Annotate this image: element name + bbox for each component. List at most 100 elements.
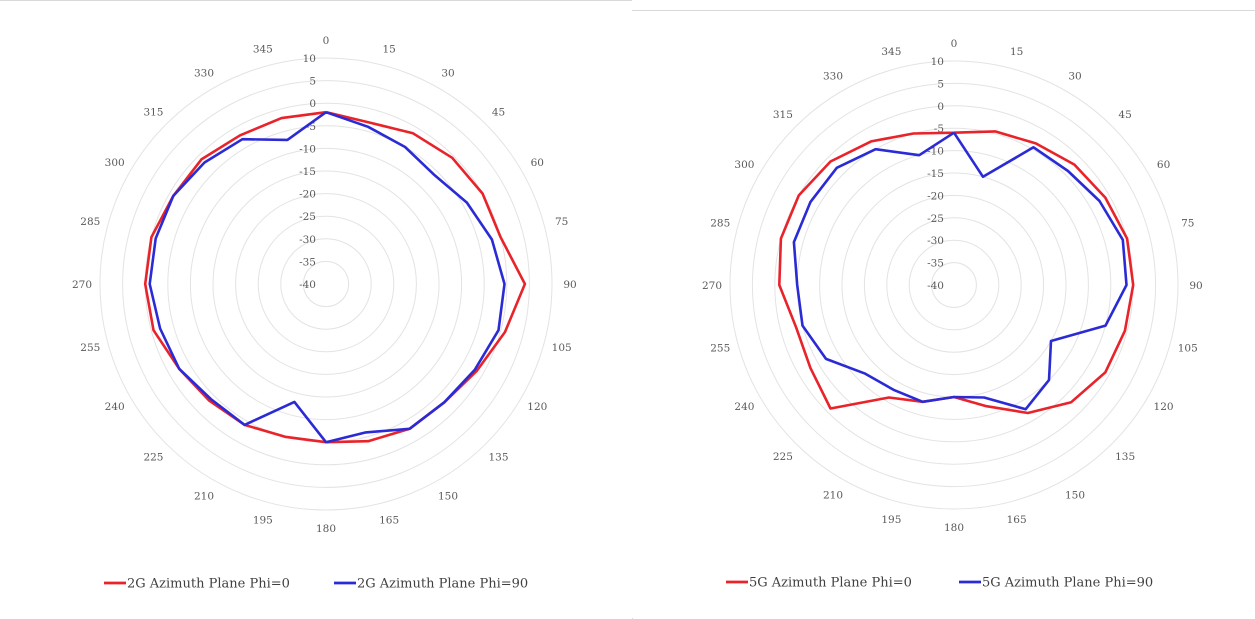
- angle-label: 90: [563, 279, 576, 291]
- grid-circle: [863, 194, 1045, 376]
- chart-legend: 5G Azimuth Plane Phi=0 5G Azimuth Plane P…: [726, 576, 1153, 591]
- angle-label: 105: [552, 342, 572, 354]
- angle-label: 345: [881, 46, 901, 58]
- legend-label: 5G Azimuth Plane Phi=0: [749, 576, 912, 591]
- angle-label: 180: [316, 523, 336, 535]
- angle-label: 270: [702, 280, 722, 292]
- angle-label: 300: [734, 159, 754, 171]
- grid-circle: [931, 262, 977, 308]
- grid-circle: [796, 127, 1112, 443]
- grid-circle: [212, 170, 440, 398]
- angle-label: 30: [441, 68, 454, 80]
- angle-label: 135: [489, 452, 509, 464]
- angle-label: 15: [1010, 46, 1023, 58]
- radial-tick-label: -5: [306, 121, 316, 133]
- angle-label: 15: [382, 43, 395, 55]
- angle-label: 45: [492, 106, 505, 118]
- radial-tick-label: -15: [927, 168, 944, 180]
- grid-circle: [122, 80, 530, 488]
- angle-label: 345: [253, 43, 273, 55]
- angle-label: 120: [1154, 401, 1174, 413]
- radial-tick-label: 0: [937, 101, 944, 113]
- angle-label: 285: [80, 216, 100, 228]
- radial-tick-label: 5: [309, 76, 316, 88]
- grid-circle: [280, 238, 372, 330]
- radial-tick-label: -15: [299, 166, 316, 178]
- chart-panel-2g: 10 5 0 -5 -10 -15 -20 -25 -30 -35 -40 0 15 30 45 60 75 90…: [0, 0, 633, 619]
- angle-label: 135: [1115, 451, 1135, 463]
- grid-circle: [167, 125, 485, 443]
- grid-circle: [235, 193, 417, 375]
- grid-circle: [819, 150, 1089, 420]
- angle-label: 255: [80, 342, 100, 354]
- radial-tick-label: -25: [299, 211, 316, 223]
- angle-label: 0: [323, 35, 330, 47]
- angle-label: 330: [194, 68, 214, 80]
- radial-tick-label: -25: [927, 213, 944, 225]
- radial-tick-label: -20: [299, 189, 316, 201]
- grid-circle: [751, 82, 1157, 488]
- angle-label: 195: [253, 515, 273, 527]
- polar-chart-2g: 1050-5-10-15-20-25-30-35-400153045607590…: [72, 35, 577, 592]
- radial-tick-label: -20: [927, 190, 944, 202]
- angle-label: 75: [1181, 217, 1194, 229]
- angle-label: 60: [1157, 159, 1170, 171]
- angle-label: 255: [710, 343, 730, 355]
- radial-tick-label: 5: [937, 78, 944, 90]
- angle-label: 105: [1178, 343, 1198, 355]
- angle-label: 150: [438, 490, 458, 502]
- panel-top-border: [632, 10, 1255, 11]
- angle-label: 240: [734, 401, 754, 413]
- series-line-phi90: [148, 110, 506, 444]
- radial-tick-label: -30: [299, 234, 316, 246]
- grid-circle: [302, 260, 350, 308]
- angle-label: 315: [143, 106, 163, 118]
- grid-circle: [908, 239, 1000, 331]
- legend-label: 2G Azimuth Plane Phi=90: [357, 577, 528, 592]
- angle-label: 225: [143, 452, 163, 464]
- legend-label: 5G Azimuth Plane Phi=90: [982, 576, 1153, 591]
- polar-chart-5g: 1050-5-10-15-20-25-30-35-400153045607590…: [702, 38, 1203, 591]
- angle-label: 210: [823, 490, 843, 502]
- radial-tick-label: 10: [303, 53, 316, 65]
- angle-label: 0: [951, 38, 958, 50]
- angle-label: 240: [105, 401, 125, 413]
- angle-label: 165: [379, 515, 399, 527]
- grid-circle: [257, 215, 395, 353]
- angle-label: 90: [1189, 280, 1202, 292]
- angle-label: 120: [527, 401, 547, 413]
- angle-label: 165: [1007, 514, 1027, 526]
- grid-circle: [841, 172, 1067, 398]
- series-line-phi90: [792, 131, 1128, 411]
- series-line-phi0: [143, 110, 527, 444]
- angle-label: 315: [773, 109, 793, 121]
- grid-circle: [189, 147, 463, 421]
- angle-label: 330: [823, 70, 843, 82]
- radial-tick-label: -35: [299, 256, 316, 268]
- grid-circle: [774, 105, 1134, 465]
- radial-tick-label: -35: [927, 258, 944, 270]
- radial-tick-label: 10: [931, 56, 944, 68]
- angle-label: 270: [72, 279, 92, 291]
- chart-legend: 2G Azimuth Plane Phi=0 2G Azimuth Plane P…: [104, 577, 528, 592]
- chart-panel-5g: 10 5 0 -5 -10 -15 -20 -25 -30 -35 -40 0 15 30 45 60 75 90…: [632, 0, 1255, 618]
- angle-label: 75: [555, 216, 568, 228]
- radial-tick-label: 0: [309, 98, 316, 110]
- angle-label: 150: [1065, 490, 1085, 502]
- angle-label: 45: [1118, 109, 1131, 121]
- legend-label: 2G Azimuth Plane Phi=0: [127, 577, 290, 592]
- grid-circle: [729, 60, 1179, 510]
- angle-label: 180: [944, 522, 964, 534]
- angle-label: 195: [881, 514, 901, 526]
- angle-label: 60: [531, 157, 544, 169]
- angle-label: 225: [773, 451, 793, 463]
- radial-tick-label: -10: [299, 143, 316, 155]
- radial-tick-label: -40: [299, 279, 316, 291]
- grid-circle: [886, 217, 1022, 353]
- angle-label: 210: [194, 490, 214, 502]
- angle-label: 300: [105, 157, 125, 169]
- grid-circle: [99, 57, 553, 511]
- radial-tick-label: -40: [927, 280, 944, 292]
- angle-label: 285: [710, 217, 730, 229]
- angle-label: 30: [1068, 70, 1081, 82]
